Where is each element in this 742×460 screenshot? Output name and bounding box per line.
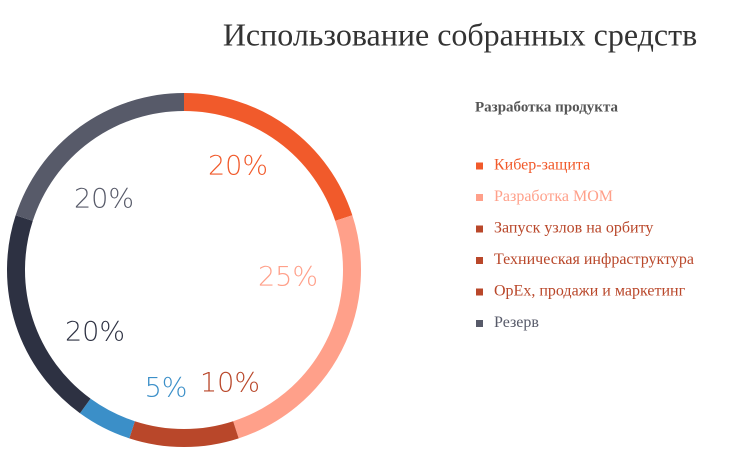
legend-title: Разработка продукта (475, 99, 619, 115)
legend-item: Запуск узлов на орбиту (494, 220, 653, 237)
percent-label: 10% (200, 368, 260, 399)
legend-item: Техническая инфраструктура (494, 251, 694, 268)
legend-swatch (476, 320, 483, 327)
donut-segment (183, 93, 353, 221)
percent-label: 5% (145, 373, 188, 404)
chart-title: Использование собранных средств (223, 16, 697, 52)
donut-segment (15, 93, 185, 221)
legend-swatch (476, 194, 483, 201)
donut-segment (233, 215, 361, 439)
legend-item: Кибер-защита (494, 157, 590, 174)
legend-item: Разработка МОМ (494, 188, 613, 205)
percent-label: 20% (208, 151, 268, 182)
legend-swatch (476, 225, 483, 233)
legend-swatch (476, 257, 483, 264)
donut-segment (129, 421, 239, 447)
legend-swatch (476, 288, 483, 296)
legend-item: Резерв (494, 314, 539, 331)
percent-label: 20% (74, 184, 134, 215)
donut-segment (7, 215, 91, 414)
donut-segment (79, 398, 136, 439)
percent-label: 20% (65, 317, 125, 348)
legend-swatch (476, 162, 483, 170)
legend-item: OpEx, продажи и маркетинг (494, 283, 686, 300)
percent-label: 25% (258, 262, 318, 293)
